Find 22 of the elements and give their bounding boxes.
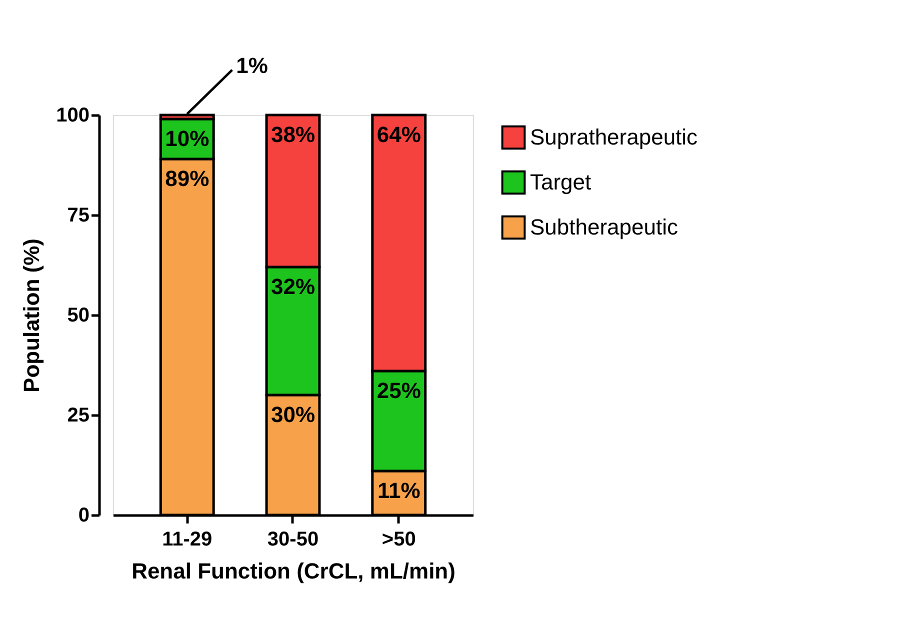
data-label: 10% (165, 126, 210, 151)
data-label: 38% (270, 122, 316, 147)
data-label: 89% (165, 166, 210, 191)
legend-label: Target (530, 170, 592, 194)
y-tick-label: 0 (78, 504, 90, 526)
data-label: 32% (270, 274, 316, 299)
y-tick-label: 50 (67, 304, 90, 326)
data-label: 25% (376, 378, 421, 403)
legend-label: Subtherapeutic (530, 214, 678, 240)
y-tick-label: 75 (67, 204, 90, 226)
data-label: 64% (376, 122, 421, 147)
x-tick-label: 11-29 (162, 528, 212, 550)
x-tick-label: 30-50 (267, 528, 319, 550)
data-label: 11% (377, 478, 420, 503)
x-tick-label: >50 (382, 528, 416, 550)
legend-label: Supratherapeutic (530, 124, 698, 150)
data-label: 1% (236, 53, 268, 78)
y-tick-label: 25 (67, 404, 90, 426)
y-tick-label: 100 (56, 104, 90, 126)
data-label: 30% (270, 402, 316, 427)
x-axis-title: Renal Function (CrCL, mL/min) (132, 558, 456, 584)
y-axis-title: Population (%) (19, 238, 44, 392)
